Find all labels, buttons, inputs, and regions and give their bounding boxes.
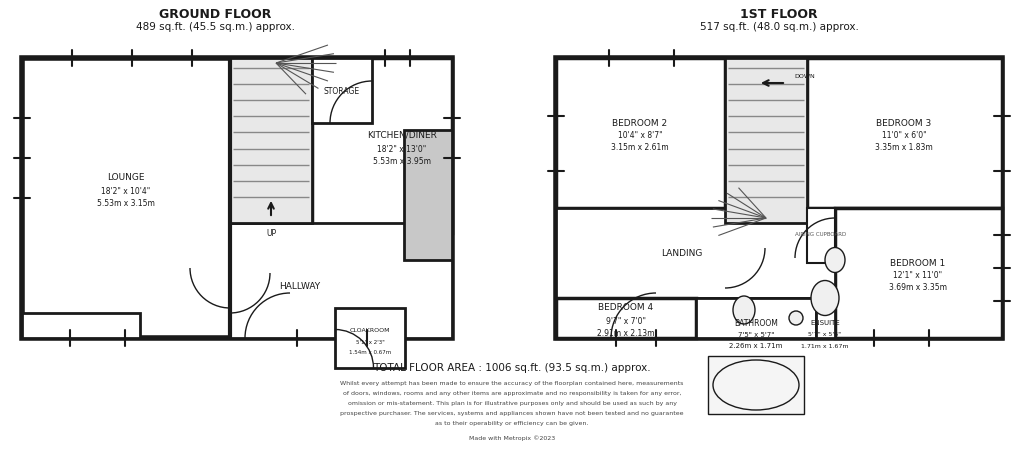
- Bar: [835, 208, 1002, 338]
- Text: 489 sq.ft. (45.5 sq.m.) approx.: 489 sq.ft. (45.5 sq.m.) approx.: [135, 22, 295, 32]
- Text: of doors, windows, rooms and any other items are approximate and no responsibili: of doors, windows, rooms and any other i…: [343, 390, 681, 395]
- Text: 1.71m x 1.67m: 1.71m x 1.67m: [801, 344, 849, 348]
- Bar: [708, 356, 804, 414]
- Text: 5'1" x 2'3": 5'1" x 2'3": [355, 340, 384, 345]
- Text: 3.35m x 1.83m: 3.35m x 1.83m: [876, 144, 933, 152]
- Bar: [22, 58, 452, 338]
- Text: 11'0" x 6'0": 11'0" x 6'0": [882, 132, 927, 140]
- Text: BEDROOM 2: BEDROOM 2: [612, 118, 668, 128]
- Text: BATHROOM: BATHROOM: [734, 318, 778, 328]
- Bar: [725, 58, 807, 223]
- Bar: [312, 58, 372, 123]
- Ellipse shape: [713, 360, 799, 410]
- Text: 3.15m x 2.61m: 3.15m x 2.61m: [611, 144, 669, 152]
- Ellipse shape: [825, 248, 845, 273]
- Text: DOWN: DOWN: [794, 73, 815, 79]
- Text: BEDROOM 4: BEDROOM 4: [598, 304, 653, 312]
- Ellipse shape: [790, 311, 803, 325]
- Text: 18'2" x 13'0": 18'2" x 13'0": [378, 146, 427, 154]
- Text: BEDROOM 1: BEDROOM 1: [891, 259, 945, 267]
- Text: UP: UP: [266, 229, 276, 237]
- Text: LOUNGE: LOUNGE: [108, 174, 144, 182]
- Bar: [312, 58, 452, 233]
- Text: 5.53m x 3.95m: 5.53m x 3.95m: [373, 158, 431, 166]
- Text: LANDING: LANDING: [660, 249, 702, 257]
- Text: 1.54m x 0.67m: 1.54m x 0.67m: [349, 349, 391, 354]
- Bar: [807, 208, 835, 263]
- Bar: [556, 298, 696, 338]
- Text: Made with Metropix ©2023: Made with Metropix ©2023: [469, 435, 555, 441]
- Text: 5'7" x 5'6": 5'7" x 5'6": [808, 333, 842, 338]
- Text: 2.91m x 2.13m: 2.91m x 2.13m: [597, 328, 654, 338]
- Bar: [230, 58, 312, 223]
- Text: GROUND FLOOR: GROUND FLOOR: [159, 8, 271, 22]
- Text: 517 sq.ft. (48.0 sq.m.) approx.: 517 sq.ft. (48.0 sq.m.) approx.: [699, 22, 858, 32]
- Bar: [22, 313, 140, 338]
- Ellipse shape: [811, 280, 839, 316]
- Text: TOTAL FLOOR AREA : 1006 sq.ft. (93.5 sq.m.) approx.: TOTAL FLOOR AREA : 1006 sq.ft. (93.5 sq.…: [373, 363, 651, 373]
- Bar: [230, 223, 452, 338]
- Bar: [556, 58, 725, 208]
- Text: 12'1" x 11'0": 12'1" x 11'0": [893, 272, 942, 280]
- Text: as to their operability or efficiency can be given.: as to their operability or efficiency ca…: [435, 420, 589, 426]
- Text: 5.53m x 3.15m: 5.53m x 3.15m: [97, 199, 155, 207]
- Text: HALLWAY: HALLWAY: [280, 282, 321, 291]
- Text: STORAGE: STORAGE: [324, 87, 360, 97]
- Text: ENSUITE: ENSUITE: [810, 320, 840, 326]
- Text: 2.26m x 1.71m: 2.26m x 1.71m: [729, 343, 782, 349]
- Bar: [556, 208, 835, 298]
- Bar: [807, 58, 1002, 208]
- Bar: [556, 58, 1002, 338]
- Text: Whilst every attempt has been made to ensure the accuracy of the floorplan conta: Whilst every attempt has been made to en…: [340, 381, 684, 385]
- Ellipse shape: [733, 296, 755, 324]
- Text: BEDROOM 3: BEDROOM 3: [877, 118, 932, 128]
- Text: 7'5" x 5'7": 7'5" x 5'7": [738, 332, 774, 338]
- Bar: [404, 130, 452, 260]
- Text: AIRING CUPBOARD: AIRING CUPBOARD: [796, 232, 847, 237]
- Bar: [816, 298, 835, 338]
- Text: 3.69m x 3.35m: 3.69m x 3.35m: [889, 284, 947, 292]
- Text: CLOAKROOM: CLOAKROOM: [350, 328, 390, 333]
- Text: 1ST FLOOR: 1ST FLOOR: [740, 8, 818, 22]
- Bar: [335, 308, 406, 368]
- Text: KITCHEN/DINER: KITCHEN/DINER: [367, 130, 437, 140]
- Text: 10'4" x 8'7": 10'4" x 8'7": [617, 132, 663, 140]
- Bar: [696, 298, 816, 338]
- Text: omission or mis-statement. This plan is for illustrative purposes only and shoul: omission or mis-statement. This plan is …: [347, 401, 677, 406]
- Text: prospective purchaser. The services, systems and appliances shown have not been : prospective purchaser. The services, sys…: [340, 411, 684, 415]
- Text: 9'7" x 7'0": 9'7" x 7'0": [606, 316, 646, 326]
- Text: 18'2" x 10'4": 18'2" x 10'4": [101, 187, 151, 195]
